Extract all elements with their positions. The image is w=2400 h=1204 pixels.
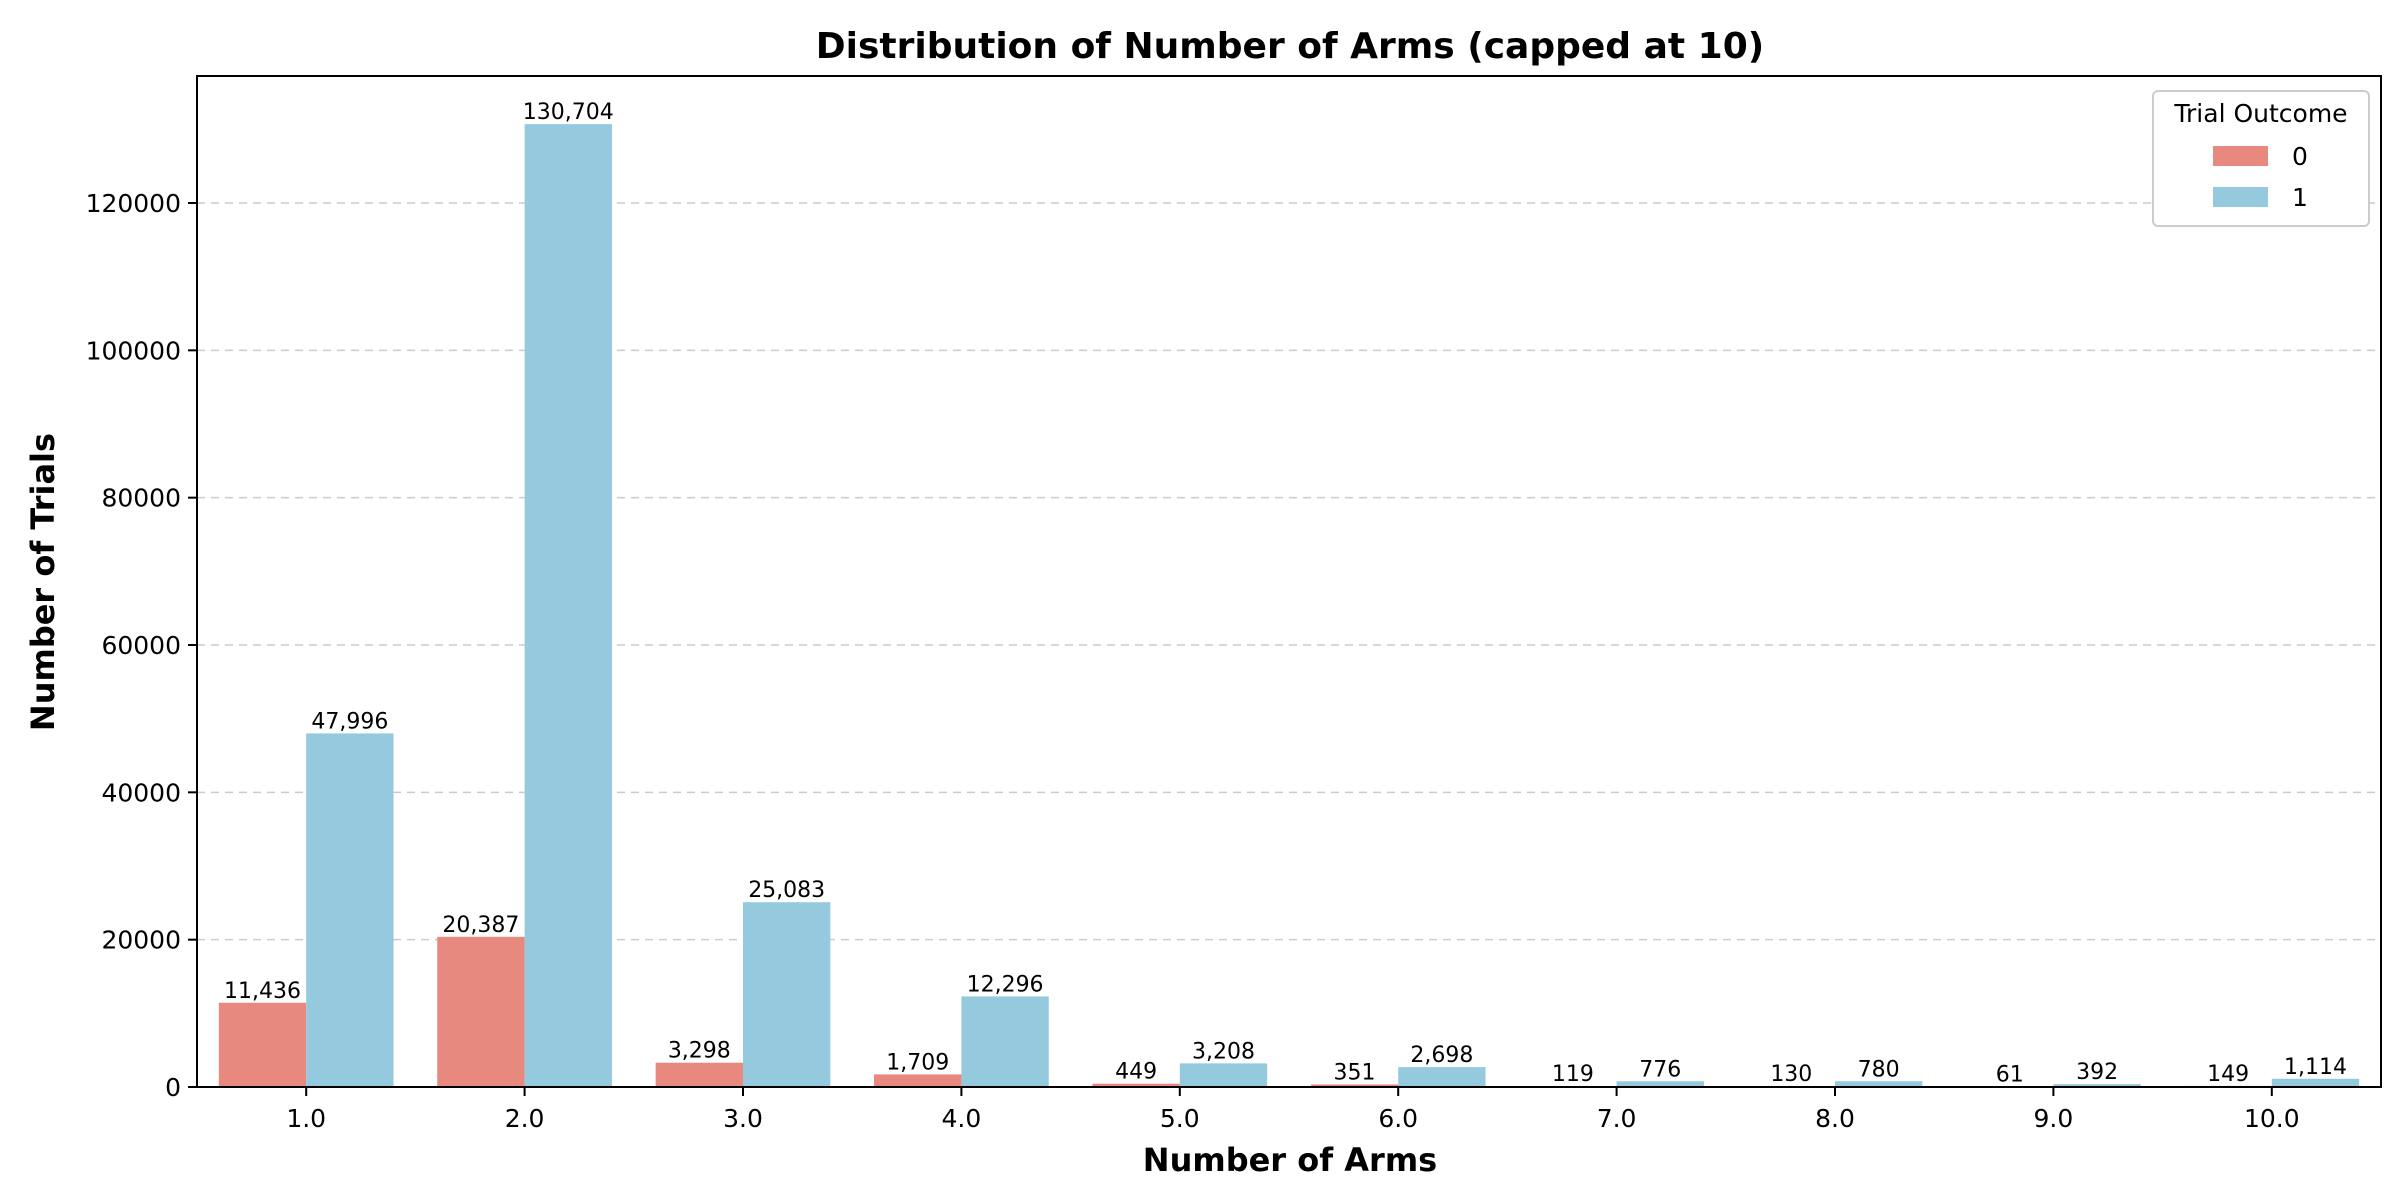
data-label: 61	[1996, 1063, 2024, 1088]
bar-series-0-3.0	[656, 1063, 743, 1087]
legend-label-1: 1	[2292, 183, 2308, 212]
bar-series-0-1.0	[219, 1003, 306, 1087]
y-axis-label: Number of Trials	[24, 433, 62, 731]
data-label: 351	[1334, 1060, 1376, 1085]
data-label: 47,996	[311, 709, 388, 734]
x-tick-label: 6.0	[1378, 1104, 1418, 1133]
bar-series-1-2.0	[525, 124, 612, 1087]
chart-title: Distribution of Number of Arms (capped a…	[816, 26, 1764, 67]
y-tick-label: 120000	[86, 189, 181, 218]
data-label: 11,436	[224, 979, 301, 1004]
x-tick-label: 1.0	[286, 1104, 326, 1133]
data-label: 1,114	[2284, 1055, 2347, 1080]
legend-title: Trial Outcome	[2173, 99, 2347, 128]
bar-series-1-3.0	[743, 902, 830, 1087]
x-tick-label: 10.0	[2244, 1104, 2300, 1133]
data-label: 780	[1858, 1057, 1900, 1082]
bar-series-1-6.0	[1398, 1067, 1485, 1087]
legend-swatch-0	[2213, 146, 2268, 166]
x-tick-label: 7.0	[1597, 1104, 1637, 1133]
x-tick-label: 4.0	[942, 1104, 982, 1133]
data-label: 130	[1770, 1062, 1812, 1087]
data-label: 25,083	[748, 878, 825, 903]
data-label: 20,387	[442, 913, 519, 938]
x-tick-label: 9.0	[2034, 1104, 2074, 1133]
data-label: 119	[1552, 1062, 1594, 1087]
bar-series-0-2.0	[437, 937, 524, 1087]
y-tick-label: 20000	[101, 926, 181, 955]
bar-series-1-1.0	[306, 733, 393, 1087]
bar-series-1-4.0	[961, 996, 1048, 1087]
y-tick-label: 40000	[101, 778, 181, 807]
x-tick-label: 3.0	[723, 1104, 763, 1133]
y-tick-label: 60000	[101, 631, 181, 660]
x-tick-label: 2.0	[505, 1104, 545, 1133]
legend: Trial Outcome 0 1	[2153, 91, 2369, 226]
y-tick-label: 80000	[101, 484, 181, 513]
legend-swatch-1	[2213, 187, 2268, 207]
data-label: 1,709	[886, 1050, 949, 1075]
data-label: 12,296	[967, 972, 1044, 997]
bar-series-1-10.0	[2272, 1079, 2359, 1087]
data-label: 449	[1115, 1060, 1157, 1085]
bar-series-0-4.0	[874, 1074, 961, 1087]
axes: 0 20000 40000 60000 80000 100000 120000 1.0 2.0 3…	[86, 76, 2381, 1133]
data-label: 776	[1639, 1057, 1681, 1082]
bars	[219, 124, 2359, 1087]
data-label: 2,698	[1410, 1043, 1473, 1068]
data-label: 149	[2207, 1062, 2249, 1087]
legend-label-0: 0	[2292, 142, 2308, 171]
data-label: 3,298	[668, 1039, 731, 1064]
y-tick-label: 0	[165, 1073, 181, 1102]
x-tick-label: 8.0	[1815, 1104, 1855, 1133]
data-label: 392	[2076, 1060, 2118, 1085]
y-tick-label: 100000	[86, 336, 181, 365]
bar-series-1-5.0	[1180, 1063, 1267, 1087]
x-axis-label: Number of Arms	[1143, 1141, 1437, 1179]
x-tick-label: 5.0	[1160, 1104, 1200, 1133]
data-label: 3,208	[1192, 1039, 1255, 1064]
data-label: 130,704	[523, 100, 614, 125]
